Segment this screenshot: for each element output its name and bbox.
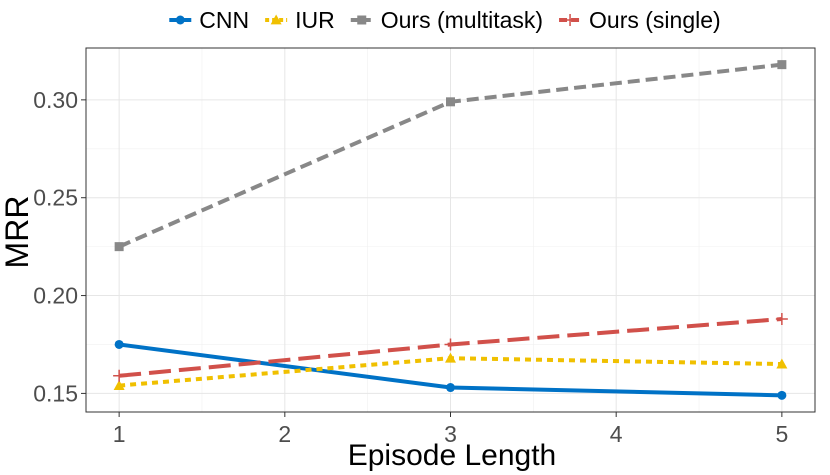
x-tick-label: 5: [775, 421, 788, 447]
data-point: [775, 313, 788, 326]
legend-label: Ours (single): [589, 7, 721, 33]
legend-label: IUR: [295, 7, 335, 33]
x-tick-label: 3: [444, 421, 457, 447]
data-point: [776, 358, 788, 369]
data-point: [777, 60, 787, 70]
data-point: [113, 369, 126, 382]
legend-item: IUR: [265, 7, 335, 33]
data-point: [113, 380, 125, 390]
y-tick-label: 0.20: [33, 283, 78, 309]
x-tick-label: 1: [113, 421, 126, 447]
legend-item: Ours (multitask): [350, 7, 543, 33]
x-axis-ticks: 1 2 3 4 5: [113, 412, 788, 447]
series-3: [113, 313, 788, 382]
data-point: [444, 338, 457, 351]
y-tick-label: 0.30: [33, 87, 78, 113]
y-tick-label: 0.15: [33, 380, 78, 406]
legend-marker: [175, 15, 185, 25]
series-1: [113, 352, 788, 390]
data-point: [777, 390, 787, 400]
data-point: [114, 242, 124, 252]
data-point: [445, 352, 456, 363]
data-point: [446, 383, 455, 393]
legend-marker: [357, 15, 367, 25]
grid: [86, 48, 815, 412]
legend-label: CNN: [199, 7, 249, 33]
x-tick-label: 4: [610, 421, 623, 447]
legend-item: CNN: [169, 7, 249, 33]
y-axis-ticks: 0.15 0.20 0.25 0.30: [33, 87, 86, 406]
series-layer: [113, 60, 788, 400]
x-axis-label: Episode Length: [348, 439, 557, 472]
y-axis-label: MRR: [0, 196, 35, 269]
legend-marker: [270, 14, 282, 25]
y-tick-label: 0.25: [33, 185, 78, 211]
data-point: [446, 97, 455, 107]
series-2: [114, 60, 787, 252]
x-tick-label: 2: [278, 421, 291, 447]
series-0: [114, 339, 787, 400]
legend: CNN IUR Ours (multitask) Ours (single): [169, 7, 721, 33]
data-point: [114, 339, 124, 349]
legend-marker: [564, 14, 577, 26]
legend-item: Ours (single): [559, 7, 721, 33]
legend-label: Ours (multitask): [381, 7, 543, 33]
